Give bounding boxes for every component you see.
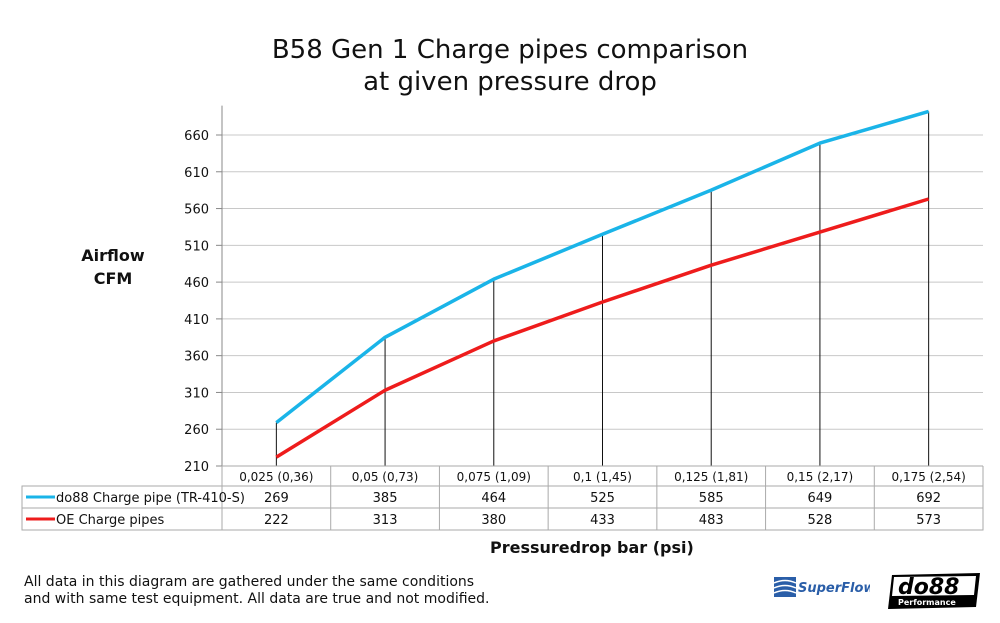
x-tick-label: 0,05 (0,73) [352,470,419,484]
table-value: 433 [590,513,615,528]
y-tick-label: 210 [184,460,209,475]
x-tick-label: 0,15 (2,17) [787,470,854,484]
table-value: 269 [264,491,289,506]
x-tick-label: 0,125 (1,81) [674,470,748,484]
legend-label: OE Charge pipes [56,513,164,528]
footnote: All data in this diagram are gathered un… [24,574,490,608]
table-value: 528 [808,513,833,528]
chart-title: B58 Gen 1 Charge pipes comparison at giv… [0,34,1000,98]
y-tick-label: 310 [184,386,209,401]
svg-text:do88: do88 [898,575,959,600]
y-tick-label: 510 [184,239,209,254]
legend-label: do88 Charge pipe (TR-410-S) [56,491,245,506]
footnote-line-2: and with same test equipment. All data a… [24,591,490,607]
footnote-line-1: All data in this diagram are gathered un… [24,574,475,590]
table-value: 649 [808,491,833,506]
y-label-line-1: Airflow [81,246,145,265]
title-line-1: B58 Gen 1 Charge pipes comparison [271,35,749,65]
table-value: 573 [916,513,941,528]
table-value: 525 [590,491,615,506]
y-tick-label: 560 [184,203,209,218]
table-value: 585 [699,491,724,506]
table-value: 222 [264,513,289,528]
do88-logo: do88 Performance [888,573,980,609]
title-line-2: at given pressure drop [363,67,657,97]
table-value: 464 [481,491,506,506]
x-axis-label: Pressuredrop bar (psi) [490,538,694,557]
y-tick-label: 610 [184,166,209,181]
svg-text:Performance: Performance [898,598,956,607]
y-label-line-2: CFM [93,269,133,288]
svg-text:SuperFlow: SuperFlow [798,581,870,596]
x-tick-label: 0,075 (1,09) [457,470,531,484]
superflow-logo: SuperFlow [774,577,870,597]
table-value: 692 [916,491,941,506]
table-value: 385 [373,491,398,506]
table-value: 483 [699,513,724,528]
y-tick-label: 410 [184,313,209,328]
y-tick-label: 360 [184,350,209,365]
x-tick-label: 0,025 (0,36) [239,470,313,484]
table-value: 313 [373,513,398,528]
y-tick-label: 460 [184,276,209,291]
y-tick-label: 660 [184,129,209,144]
y-tick-label: 260 [184,423,209,438]
x-tick-label: 0,1 (1,45) [573,470,632,484]
y-axis-label: Airflow CFM [78,244,148,290]
table-value: 380 [481,513,506,528]
x-tick-label: 0,175 (2,54) [892,470,966,484]
